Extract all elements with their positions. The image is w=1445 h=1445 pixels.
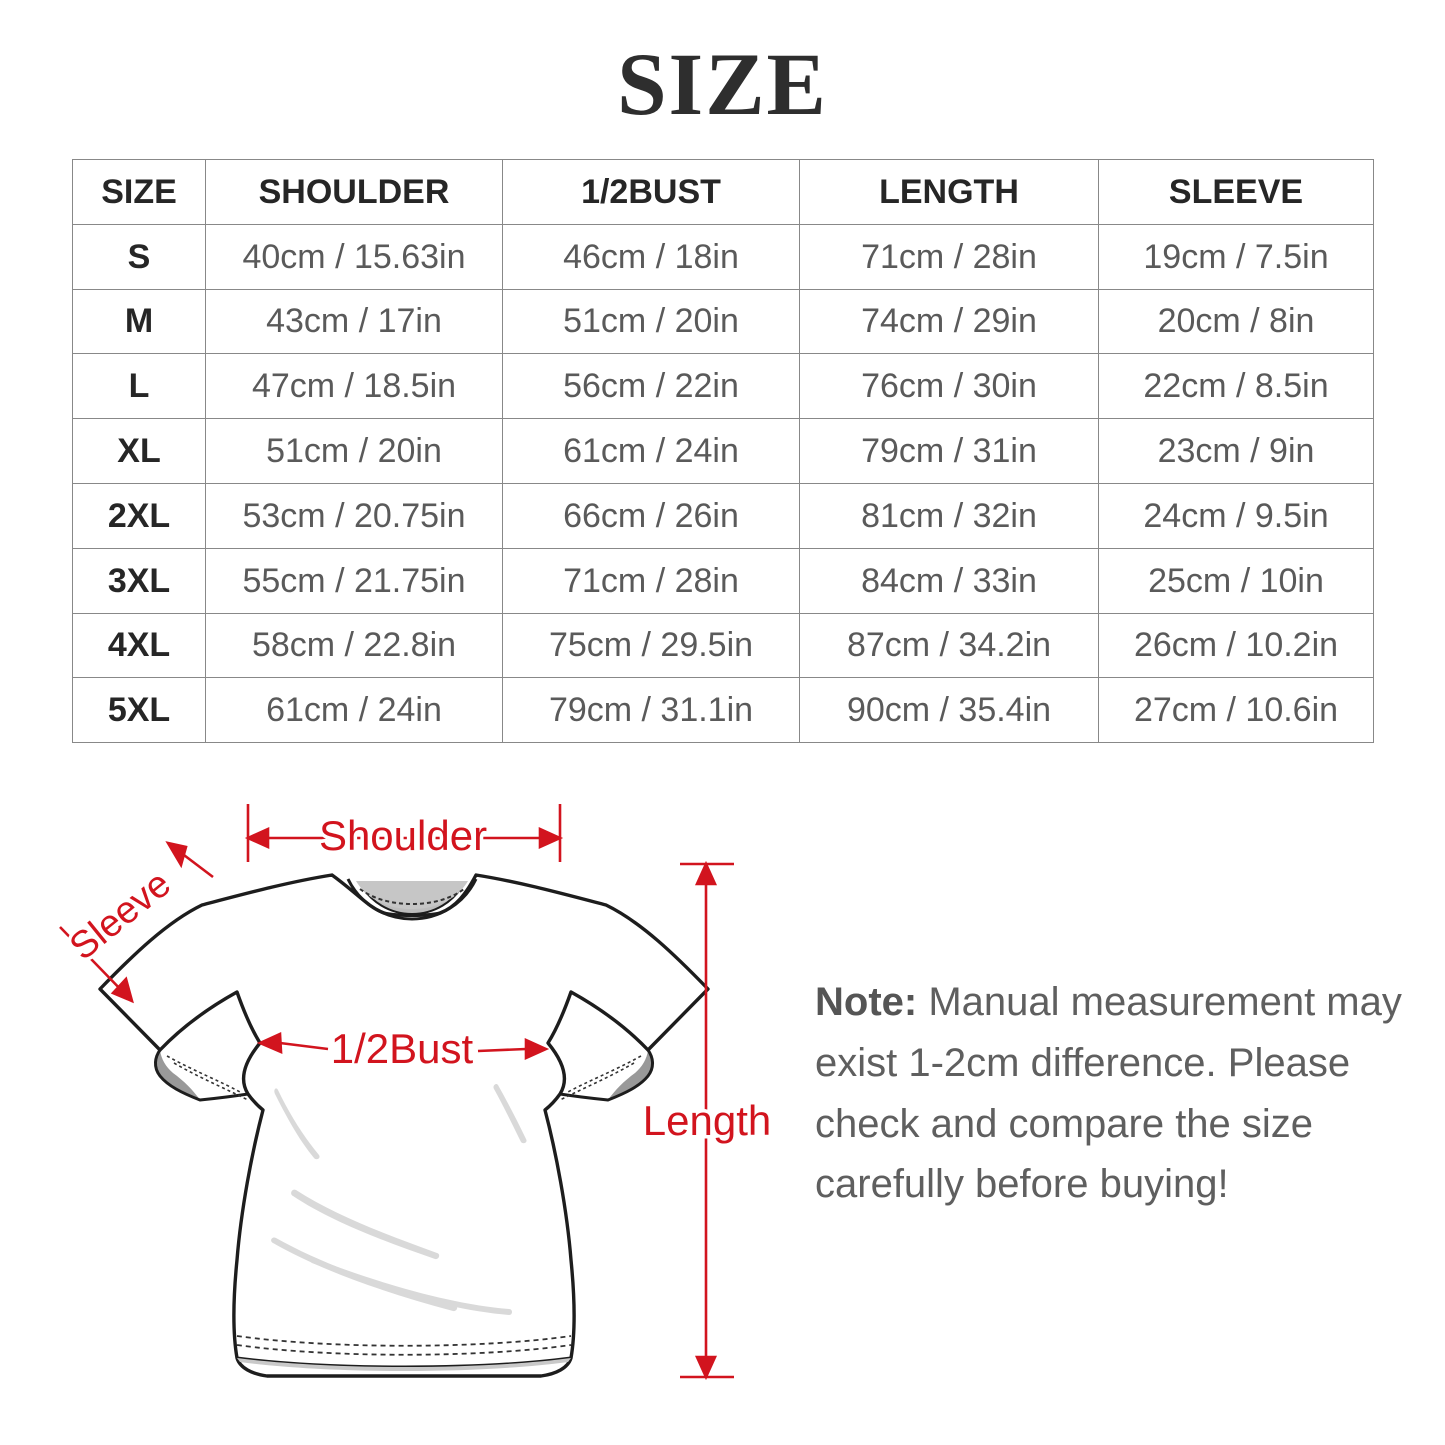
svg-text:Length: Length (643, 1097, 771, 1144)
svg-text:1/2Bust: 1/2Bust (331, 1025, 474, 1072)
svg-text:Shoulder: Shoulder (319, 812, 487, 859)
